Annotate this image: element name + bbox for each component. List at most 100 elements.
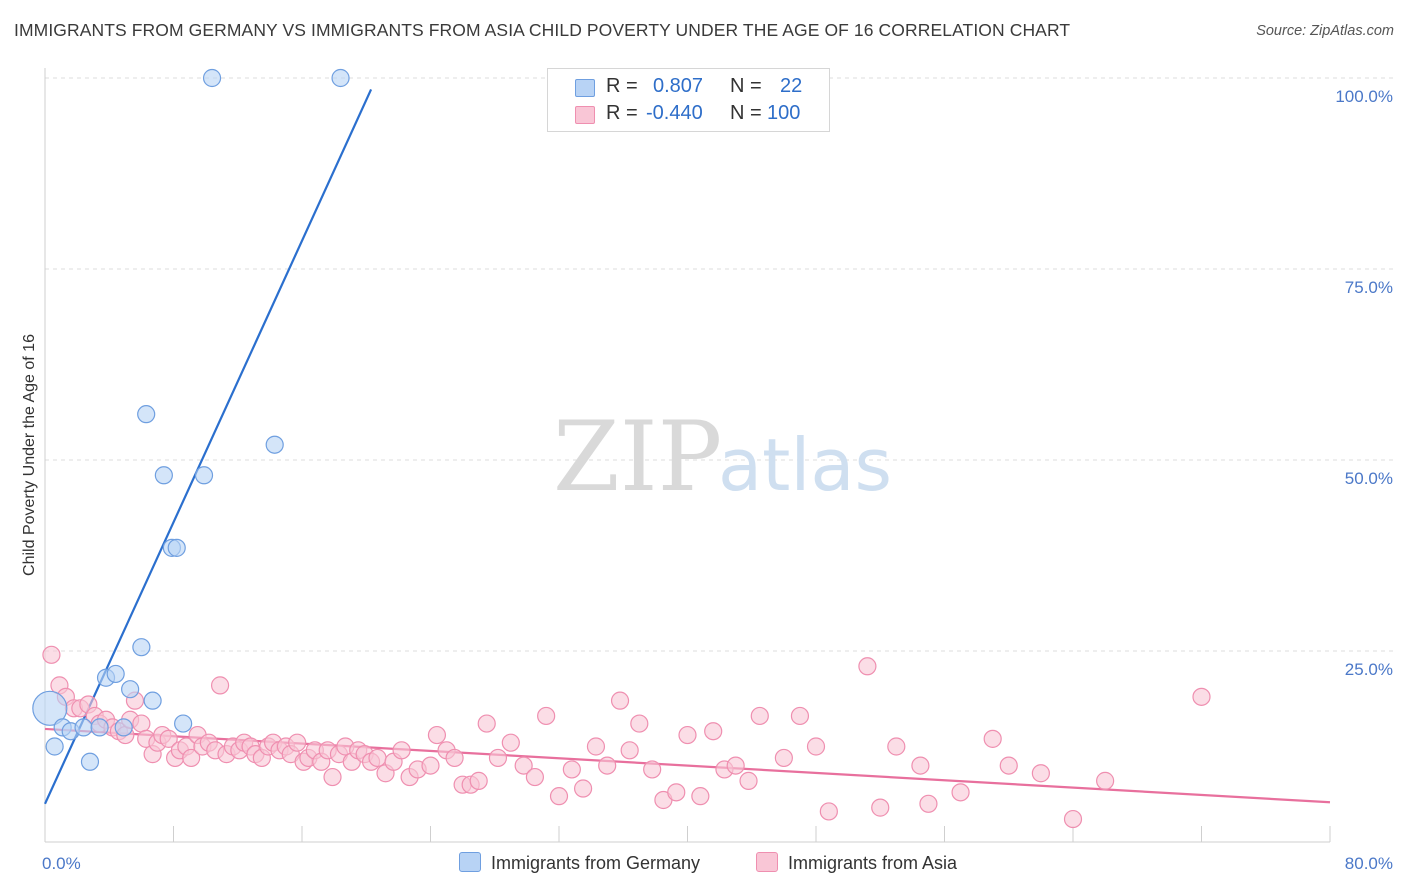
x-tick-label: 0.0% <box>42 854 81 873</box>
germany-point <box>194 466 214 485</box>
germany-point <box>202 68 222 88</box>
germany-point <box>45 737 64 756</box>
stats-legend: R = 0.807 N = 22 R = -0.440 N = 100 <box>547 68 830 132</box>
asia-point <box>858 657 877 676</box>
germany-point <box>106 664 125 684</box>
y-tick-label: 50.0% <box>1345 469 1393 488</box>
asia-point <box>427 725 447 745</box>
asia-point <box>469 771 488 790</box>
germany-point <box>265 435 284 454</box>
asia-point <box>368 748 387 768</box>
asia-point <box>288 733 307 752</box>
asia-point <box>549 787 569 806</box>
asia-point <box>501 733 520 752</box>
asia-point <box>537 706 556 726</box>
bottom-legend-label-asia: Immigrants from Asia <box>788 853 958 873</box>
germany-point <box>121 680 140 699</box>
asia-point <box>586 737 606 756</box>
y-tick-label: 100.0% <box>1335 87 1393 106</box>
germany-point <box>174 714 193 733</box>
trend-lines <box>43 89 1331 805</box>
germany-point <box>132 638 151 657</box>
asia-point <box>323 767 342 787</box>
germany-point <box>154 466 173 485</box>
asia-trend-line <box>44 727 1331 804</box>
asia-point <box>1096 771 1115 790</box>
asia-point <box>643 760 662 779</box>
legend-r-label: R = <box>606 102 638 124</box>
legend-swatch-asia <box>575 106 595 124</box>
asia-point <box>620 741 639 760</box>
bottom-legend-swatch-asia <box>756 852 778 872</box>
germany-points <box>32 68 350 771</box>
asia-point <box>392 741 411 760</box>
asia-points <box>42 645 1211 829</box>
asia-point <box>132 714 151 733</box>
asia-point <box>750 706 769 726</box>
asia-point <box>573 779 593 798</box>
asia-point <box>159 729 178 748</box>
asia-point <box>182 748 201 768</box>
asia-point <box>806 737 826 756</box>
bottom-legend-label-germany: Immigrants from Germany <box>491 853 701 873</box>
asia-point <box>42 645 61 664</box>
legend-r-label: R = <box>606 75 638 97</box>
x-tick-label: 80.0% <box>1345 854 1393 873</box>
germany-point <box>137 405 156 424</box>
bottom-legend-asia: Immigrants from Asia <box>756 852 957 874</box>
legend-n-label: N = <box>730 102 762 124</box>
watermark-zip: ZIP <box>553 401 722 513</box>
tick-labels: 25.0% 50.0% 75.0% 100.0% 0.0% 80.0% <box>42 87 1393 873</box>
asia-point <box>1063 809 1083 829</box>
asia-point <box>488 748 508 768</box>
y-tick-label: 25.0% <box>1345 660 1393 679</box>
legend-r-value: 0.807 <box>653 75 704 97</box>
asia-point <box>1192 687 1211 706</box>
asia-point <box>421 756 440 775</box>
chart-title: IMMIGRANTS FROM GERMANY VS IMMIGRANTS FR… <box>14 20 1071 40</box>
asia-point <box>983 729 1002 748</box>
asia-point <box>525 767 545 787</box>
bottom-legend-germany: Immigrants from Germany <box>459 852 700 874</box>
asia-point <box>739 771 758 790</box>
germany-point <box>32 690 68 726</box>
asia-point <box>704 722 723 741</box>
asia-point <box>871 798 890 817</box>
asia-point <box>919 794 938 813</box>
asia-point <box>477 714 496 733</box>
legend-row-asia: R = -0.440 N = 100 <box>548 100 829 128</box>
legend-n-label: N = <box>730 75 762 97</box>
asia-point <box>790 706 810 726</box>
legend-r-value: -0.440 <box>646 102 703 124</box>
germany-point <box>143 691 162 710</box>
chart-source: Source: ZipAtlas.com <box>1256 23 1394 39</box>
bottom-legend-swatch-germany <box>459 852 481 872</box>
asia-point <box>774 748 793 768</box>
watermark-atlas: atlas <box>718 423 892 507</box>
legend-row-germany: R = 0.807 N = 22 <box>548 73 829 101</box>
germany-point <box>114 718 133 737</box>
asia-point <box>562 760 581 779</box>
asia-point <box>951 783 970 802</box>
asia-point <box>514 756 533 775</box>
germany-point <box>74 718 93 737</box>
asia-point <box>445 748 464 768</box>
asia-point <box>691 787 710 806</box>
asia-point <box>819 802 838 821</box>
germany-point <box>331 68 350 88</box>
grid-lines <box>45 77 1393 652</box>
asia-point <box>678 725 697 745</box>
germany-point <box>167 538 186 557</box>
asia-point <box>610 691 630 710</box>
asia-point <box>999 756 1018 775</box>
y-axis-label: Child Poverty Under the Age of 16 <box>21 334 38 576</box>
asia-point <box>726 756 745 775</box>
legend-swatch-germany <box>575 79 595 97</box>
asia-point <box>1031 764 1050 783</box>
legend-n-value: 22 <box>780 75 803 97</box>
germany-point <box>80 752 100 771</box>
asia-point <box>887 737 906 756</box>
asia-point <box>911 756 930 775</box>
germany-point <box>90 718 109 737</box>
